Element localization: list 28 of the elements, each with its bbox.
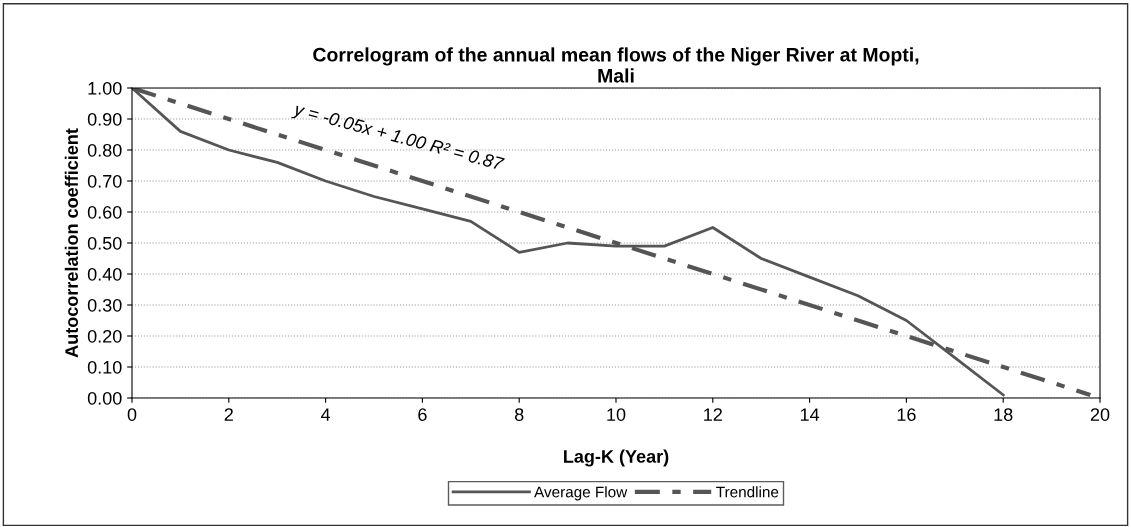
- x-tick-label: 16: [897, 408, 916, 421]
- x-tick-label: 8: [514, 408, 524, 421]
- y-tick-label: 0.90: [87, 112, 122, 126]
- y-tick-label: 0.30: [87, 298, 122, 312]
- x-tick-label: 10: [607, 408, 626, 421]
- y-tick-label: 0.40: [87, 267, 122, 281]
- x-tick-label: 20: [1090, 408, 1110, 421]
- x-tick-label: 14: [800, 408, 820, 421]
- y-tick-label: 0.00: [87, 391, 122, 405]
- y-tick-label: 0.10: [87, 360, 122, 374]
- legend-label: Average Flow: [534, 486, 628, 501]
- x-tick-label: 4: [320, 408, 331, 421]
- y-tick-label: 0.80: [87, 143, 122, 157]
- x-tick-label: 2: [224, 408, 233, 421]
- legend-label: Trendline: [716, 486, 779, 498]
- x-tick-label: 6: [418, 408, 427, 421]
- y-tick-label: 0.50: [87, 236, 122, 250]
- y-tick-label: 0.60: [87, 205, 122, 219]
- y-tick-label: 0.20: [87, 329, 122, 343]
- x-tick-label: 18: [994, 408, 1013, 421]
- x-tick-label: 12: [704, 408, 722, 421]
- y-axis-title: Autocorrelation coefficient: [64, 128, 79, 358]
- x-axis-title: Lag-K (Year): [564, 449, 669, 467]
- chart-title: Correlogram of the annual mean flows of the Niger River at Mopti, Mali: [313, 47, 919, 83]
- y-tick-label: 0.70: [87, 174, 122, 188]
- y-tick-label: 1.00: [88, 81, 122, 95]
- x-tick-label: 0: [127, 408, 137, 421]
- annotation: y = -0.05x + 1.00 R² = 0.87: [291, 102, 505, 175]
